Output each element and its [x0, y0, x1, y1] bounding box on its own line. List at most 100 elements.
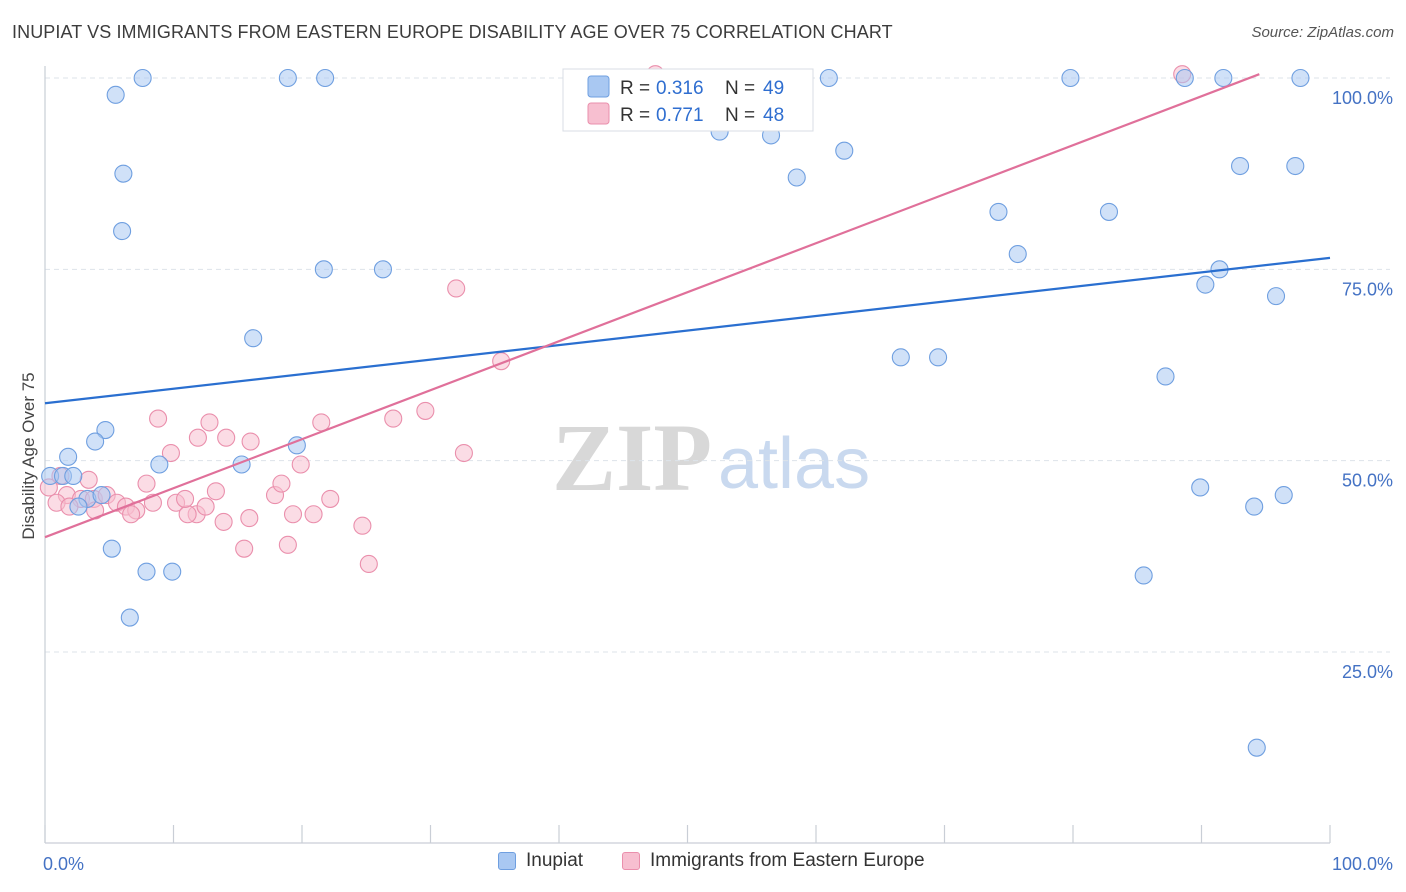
- x-tick-labels: 0.0% 100.0%: [43, 854, 1393, 874]
- y-axis-label: Disability Age Over 75: [19, 372, 38, 539]
- source-label: Source: ZipAtlas.com: [1251, 24, 1394, 41]
- series-inupiat-points: [41, 68, 1310, 757]
- inupiat-point-4: [1061, 68, 1080, 88]
- eastern-europe-trend-line: [44, 73, 1260, 539]
- inupiat-point-18: [113, 222, 132, 241]
- inupiat-point-16: [989, 202, 1008, 221]
- inupiat-point-40: [69, 497, 88, 516]
- bottom-legend-swatch-eastern-europe: [622, 852, 640, 870]
- y-tick-label-50: 50.0%: [1342, 471, 1393, 491]
- watermark: ZIP atlas: [552, 404, 870, 511]
- trend-lines: [44, 73, 1331, 539]
- eastern-europe-point-15: [291, 455, 310, 474]
- eastern-europe-point-17: [79, 470, 98, 489]
- legend-box: R = 0.316 N = 49 R = 0.771 N = 48: [562, 68, 814, 132]
- legend-swatch-inupiat: [587, 75, 610, 98]
- inupiat-point-15: [787, 168, 806, 187]
- inupiat-point-1: [278, 68, 297, 88]
- eastern-europe-point-33: [321, 489, 340, 508]
- inupiat-point-46: [163, 562, 182, 581]
- eastern-europe-point-8: [416, 401, 435, 420]
- eastern-europe-point-38: [178, 505, 197, 524]
- eastern-europe-point-9: [188, 428, 207, 447]
- inupiat-point-8: [106, 85, 125, 104]
- eastern-europe-point-46: [359, 554, 378, 574]
- eastern-europe-point-30: [206, 482, 225, 501]
- inupiat-point-13: [1286, 156, 1305, 176]
- watermark-zip: ZIP: [552, 404, 712, 511]
- y-tick-label-100: 100.0%: [1332, 88, 1393, 108]
- bottom-legend-item-eastern-europe: Immigrants from Eastern Europe: [622, 850, 925, 872]
- inupiat-point-0: [133, 68, 152, 88]
- eastern-europe-point-6: [312, 413, 331, 432]
- inupiat-point-25: [244, 329, 263, 348]
- legend-swatch-eastern-europe: [587, 102, 610, 125]
- legend-n-label-inupiat: N =: [725, 78, 755, 99]
- eastern-europe-point-5: [200, 413, 219, 432]
- eastern-europe-point-14: [137, 474, 156, 493]
- inupiat-point-49: [1247, 738, 1266, 757]
- inupiat-point-24: [1266, 287, 1286, 306]
- inupiat-point-39: [92, 486, 111, 505]
- inupiat-point-48: [120, 608, 139, 627]
- eastern-europe-point-11: [241, 432, 260, 451]
- legend-n-value-eastern-europe: 48: [763, 105, 784, 126]
- inupiat-point-6: [1214, 68, 1233, 88]
- inupiat-point-37: [64, 466, 83, 486]
- eastern-europe-point-44: [235, 539, 254, 558]
- inupiat-point-19: [1008, 244, 1027, 264]
- axes: [44, 66, 1331, 844]
- inupiat-point-31: [59, 447, 78, 466]
- inupiat-point-20: [314, 260, 333, 279]
- eastern-europe-point-37: [122, 505, 141, 524]
- inupiat-point-2: [316, 68, 335, 88]
- inupiat-point-33: [150, 455, 169, 474]
- inupiat-point-7: [1291, 68, 1310, 88]
- watermark-atlas: atlas: [718, 424, 870, 504]
- inupiat-point-23: [1196, 275, 1215, 294]
- x-tick-label-0: 0.0%: [43, 854, 84, 874]
- legend-r-label-eastern-europe: R =: [620, 105, 650, 126]
- x-tick-label-100: 100.0%: [1332, 854, 1393, 874]
- y-tick-labels: 25.0% 50.0% 75.0% 100.0%: [1332, 88, 1393, 682]
- eastern-europe-point-47: [176, 489, 195, 508]
- inupiat-point-43: [1245, 497, 1264, 516]
- eastern-europe-point-29: [196, 497, 215, 516]
- eastern-europe-point-42: [304, 505, 323, 524]
- eastern-europe-point-7: [384, 409, 403, 428]
- y-tick-label-75: 75.0%: [1342, 279, 1393, 299]
- inupiat-point-42: [1274, 486, 1293, 505]
- eastern-europe-point-45: [278, 535, 297, 554]
- eastern-europe-point-13: [454, 443, 473, 463]
- eastern-europe-point-12: [161, 443, 180, 463]
- chart-title: INUPIAT VS IMMIGRANTS FROM EASTERN EUROP…: [12, 22, 893, 42]
- inupiat-point-17: [1099, 202, 1119, 221]
- legend-r-value-inupiat: 0.316: [656, 78, 704, 99]
- inupiat-point-3: [819, 68, 838, 88]
- legend-n-label-eastern-europe: N =: [725, 105, 755, 126]
- inupiat-point-29: [96, 421, 115, 440]
- inupiat-point-45: [137, 562, 156, 581]
- grid-lines: [45, 77, 1390, 653]
- inupiat-point-14: [114, 164, 133, 183]
- eastern-europe-point-32: [272, 474, 291, 493]
- bottom-legend-item-inupiat: Inupiat: [498, 850, 583, 872]
- bottom-legend-swatch-inupiat: [498, 852, 516, 870]
- inupiat-point-28: [1156, 367, 1175, 386]
- inupiat-point-5: [1175, 68, 1194, 88]
- eastern-europe-point-10: [217, 428, 236, 447]
- eastern-europe-point-41: [283, 505, 303, 524]
- y-tick-label-25: 25.0%: [1342, 662, 1393, 682]
- inupiat-point-12: [1231, 156, 1250, 176]
- inupiat-point-11: [835, 141, 854, 160]
- eastern-europe-point-2: [447, 279, 466, 298]
- inupiat-trend-line: [44, 256, 1331, 405]
- inupiat-point-30: [86, 432, 105, 451]
- legend-r-value-eastern-europe: 0.771: [656, 105, 704, 126]
- inupiat-point-21: [373, 260, 393, 279]
- inupiat-point-47: [1134, 566, 1153, 585]
- eastern-europe-point-4: [149, 409, 168, 428]
- eastern-europe-point-39: [214, 512, 233, 531]
- legend-r-label-inupiat: R =: [620, 78, 650, 99]
